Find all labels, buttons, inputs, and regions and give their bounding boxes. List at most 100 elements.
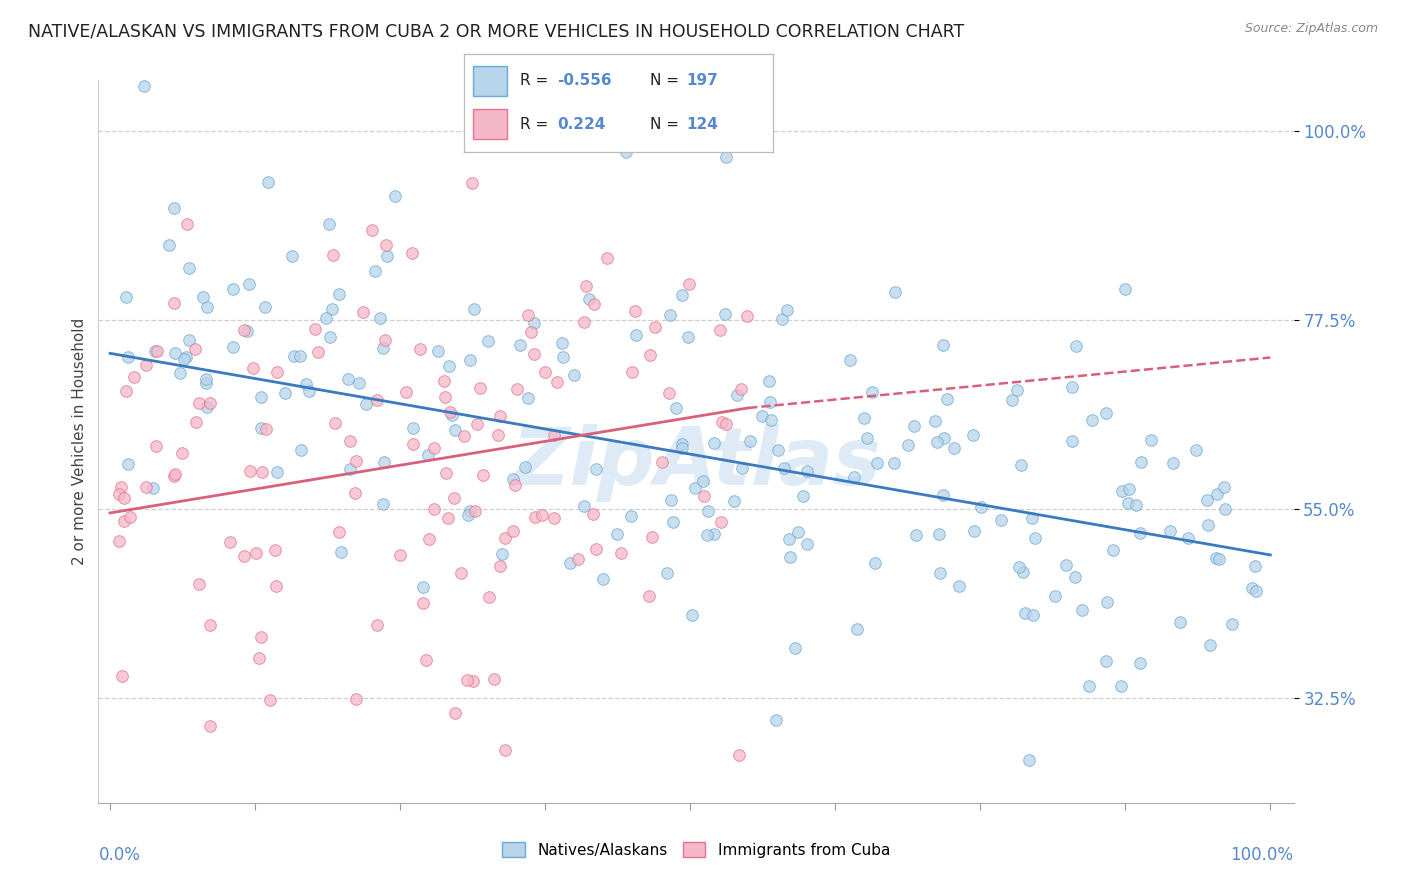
Point: [620, 365, 643, 379]
Y-axis label: 2 or more Vehicles in Household: 2 or more Vehicles in Household: [72, 318, 87, 566]
Point: [437, 359, 460, 373]
Point: [394, 384, 416, 399]
Point: [517, 391, 540, 405]
Point: [132, 78, 155, 93]
Point: [585, 462, 607, 476]
Point: [759, 413, 782, 427]
Point: [187, 396, 209, 410]
FancyBboxPatch shape: [474, 66, 508, 95]
Point: [1054, 558, 1077, 573]
Point: [494, 531, 516, 545]
Point: [582, 507, 605, 521]
Point: [1021, 511, 1043, 525]
Point: [374, 237, 396, 252]
Point: [644, 320, 666, 334]
Point: [195, 400, 218, 414]
Point: [897, 438, 920, 452]
Point: [551, 351, 574, 365]
Point: [572, 499, 595, 513]
Point: [671, 436, 693, 450]
Point: [298, 384, 321, 399]
Point: [281, 249, 304, 263]
Point: [932, 487, 955, 501]
Point: [373, 454, 395, 468]
Point: [723, 494, 745, 508]
Point: [374, 333, 396, 347]
Point: [770, 312, 793, 326]
Point: [662, 515, 685, 529]
Point: [187, 577, 209, 591]
Point: [578, 292, 600, 306]
Point: [339, 434, 361, 448]
Point: [626, 328, 648, 343]
Point: [932, 338, 955, 352]
Point: [444, 423, 467, 437]
Point: [115, 384, 138, 398]
Point: [412, 580, 434, 594]
Point: [932, 431, 955, 445]
Point: [1007, 559, 1029, 574]
Point: [283, 349, 305, 363]
Point: [195, 372, 218, 386]
Point: [352, 305, 374, 319]
Point: [796, 537, 818, 551]
Point: [323, 416, 346, 430]
Point: [177, 333, 200, 347]
Point: [198, 618, 221, 632]
Point: [266, 365, 288, 379]
Point: [524, 509, 547, 524]
Point: [1206, 487, 1229, 501]
Point: [846, 622, 869, 636]
Point: [523, 316, 546, 330]
Point: [145, 438, 167, 452]
Point: [860, 384, 883, 399]
Point: [765, 714, 787, 728]
Point: [575, 279, 598, 293]
Text: 124: 124: [686, 117, 718, 132]
Point: [257, 175, 280, 189]
Point: [328, 287, 350, 301]
Point: [659, 493, 682, 508]
Point: [1012, 566, 1035, 580]
Point: [233, 549, 256, 563]
Point: [1007, 384, 1029, 398]
Point: [928, 526, 950, 541]
Point: [184, 343, 207, 357]
Point: [460, 353, 482, 368]
Point: [242, 360, 264, 375]
Point: [572, 315, 595, 329]
Point: [1014, 607, 1036, 621]
Point: [758, 395, 780, 409]
Point: [322, 248, 344, 262]
Point: [927, 435, 949, 450]
Point: [194, 376, 217, 390]
Point: [515, 460, 537, 475]
Point: [112, 491, 135, 505]
Point: [295, 376, 318, 391]
Point: [1101, 543, 1123, 558]
Point: [336, 371, 359, 385]
Point: [1205, 551, 1227, 566]
Point: [693, 489, 716, 503]
Point: [117, 457, 139, 471]
Point: [465, 417, 488, 432]
Point: [530, 508, 553, 522]
Point: [232, 323, 254, 337]
Point: [1199, 638, 1222, 652]
Point: [502, 524, 524, 538]
Text: R =: R =: [520, 73, 553, 88]
Point: [585, 542, 607, 557]
Point: [371, 342, 394, 356]
Point: [1095, 595, 1118, 609]
Point: [990, 513, 1012, 527]
Point: [1062, 379, 1084, 393]
Point: [198, 396, 221, 410]
Point: [592, 573, 614, 587]
Point: [658, 386, 681, 401]
Point: [1078, 679, 1101, 693]
Point: [259, 692, 281, 706]
Point: [1022, 607, 1045, 622]
Point: [288, 349, 311, 363]
Point: [218, 535, 240, 549]
Point: [412, 596, 434, 610]
